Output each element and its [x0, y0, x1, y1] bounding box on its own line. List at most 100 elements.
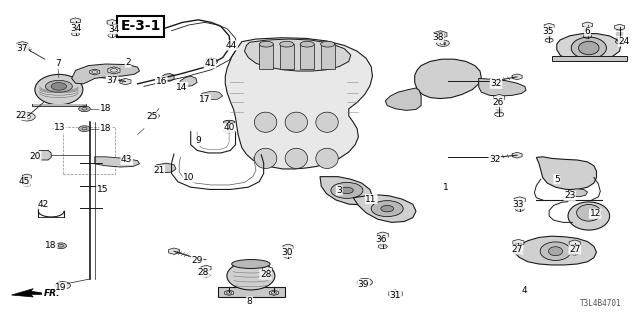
Circle shape — [55, 243, 67, 249]
Text: 41: 41 — [204, 59, 216, 68]
Polygon shape — [17, 42, 28, 48]
Ellipse shape — [316, 112, 339, 132]
Polygon shape — [415, 59, 481, 99]
Polygon shape — [225, 38, 372, 169]
Text: 28: 28 — [260, 270, 271, 279]
Text: 26: 26 — [492, 98, 504, 107]
Text: 37: 37 — [106, 76, 118, 85]
Text: 1: 1 — [443, 183, 448, 192]
Circle shape — [381, 205, 394, 212]
Text: E-3-1: E-3-1 — [120, 19, 161, 33]
Ellipse shape — [232, 260, 270, 268]
Bar — [552, 56, 627, 61]
Text: 25: 25 — [147, 112, 158, 121]
Polygon shape — [569, 240, 580, 246]
Bar — [321, 44, 335, 69]
Text: 13: 13 — [54, 124, 66, 132]
Text: 11: 11 — [365, 195, 377, 204]
Circle shape — [209, 60, 214, 63]
Text: 20: 20 — [29, 152, 41, 161]
Text: 35: 35 — [542, 27, 554, 36]
Polygon shape — [107, 20, 117, 25]
Bar — [259, 44, 273, 69]
Polygon shape — [32, 104, 86, 106]
Ellipse shape — [227, 262, 275, 290]
Text: 5: 5 — [554, 175, 559, 184]
Text: 34: 34 — [70, 24, 81, 33]
Circle shape — [151, 115, 156, 117]
Circle shape — [51, 83, 67, 90]
Ellipse shape — [35, 75, 83, 105]
Bar — [280, 44, 294, 69]
Polygon shape — [12, 289, 42, 297]
Text: 30: 30 — [281, 248, 292, 257]
Polygon shape — [168, 248, 180, 254]
Polygon shape — [557, 34, 621, 61]
Polygon shape — [70, 18, 81, 24]
Polygon shape — [72, 64, 140, 84]
Polygon shape — [37, 150, 51, 160]
Text: 40: 40 — [223, 124, 235, 132]
Polygon shape — [244, 39, 351, 71]
Ellipse shape — [579, 41, 599, 55]
Text: 28: 28 — [198, 268, 209, 277]
Polygon shape — [120, 78, 131, 85]
Polygon shape — [434, 31, 447, 38]
Ellipse shape — [540, 242, 571, 260]
Ellipse shape — [280, 41, 294, 47]
Ellipse shape — [223, 120, 235, 124]
Polygon shape — [90, 69, 100, 75]
Circle shape — [331, 182, 363, 198]
Ellipse shape — [259, 41, 273, 47]
Circle shape — [148, 113, 159, 119]
Text: 23: 23 — [564, 191, 575, 200]
Circle shape — [55, 282, 70, 289]
Text: 10: 10 — [183, 173, 195, 182]
Text: 21: 21 — [153, 166, 164, 175]
Text: 39: 39 — [358, 280, 369, 289]
Ellipse shape — [321, 41, 335, 47]
Text: 33: 33 — [513, 200, 524, 209]
Ellipse shape — [572, 37, 607, 59]
Circle shape — [362, 281, 368, 284]
Polygon shape — [512, 74, 522, 80]
Bar — [300, 44, 314, 69]
Text: 31: 31 — [390, 291, 401, 300]
Ellipse shape — [548, 247, 563, 256]
Text: 6: 6 — [585, 27, 590, 36]
Polygon shape — [179, 76, 197, 86]
Text: 15: 15 — [97, 185, 108, 194]
Text: 14: 14 — [176, 83, 188, 92]
Text: 18: 18 — [45, 241, 57, 250]
Polygon shape — [108, 67, 120, 74]
Ellipse shape — [300, 41, 314, 47]
Ellipse shape — [568, 202, 610, 230]
Ellipse shape — [316, 148, 339, 168]
Polygon shape — [389, 290, 402, 298]
Circle shape — [79, 106, 90, 112]
Text: 16: 16 — [156, 77, 167, 86]
Polygon shape — [385, 88, 421, 110]
Text: 44: 44 — [226, 41, 237, 50]
Polygon shape — [225, 290, 234, 295]
Polygon shape — [320, 177, 372, 205]
Polygon shape — [513, 236, 596, 265]
Text: T3L4B4701: T3L4B4701 — [579, 299, 621, 308]
Text: 32: 32 — [489, 155, 500, 164]
Circle shape — [340, 187, 353, 194]
Polygon shape — [568, 189, 588, 197]
Polygon shape — [283, 244, 293, 250]
Polygon shape — [201, 265, 211, 271]
Polygon shape — [262, 267, 273, 272]
Circle shape — [357, 278, 372, 286]
Bar — [218, 287, 285, 297]
Text: 32: 32 — [490, 79, 502, 88]
Text: 27: 27 — [569, 245, 580, 254]
Text: 29: 29 — [191, 256, 203, 265]
Text: 42: 42 — [38, 200, 49, 209]
Text: 2: 2 — [125, 58, 131, 67]
Text: 38: 38 — [432, 33, 444, 42]
Polygon shape — [269, 290, 278, 295]
Polygon shape — [202, 91, 223, 100]
Circle shape — [60, 284, 66, 287]
